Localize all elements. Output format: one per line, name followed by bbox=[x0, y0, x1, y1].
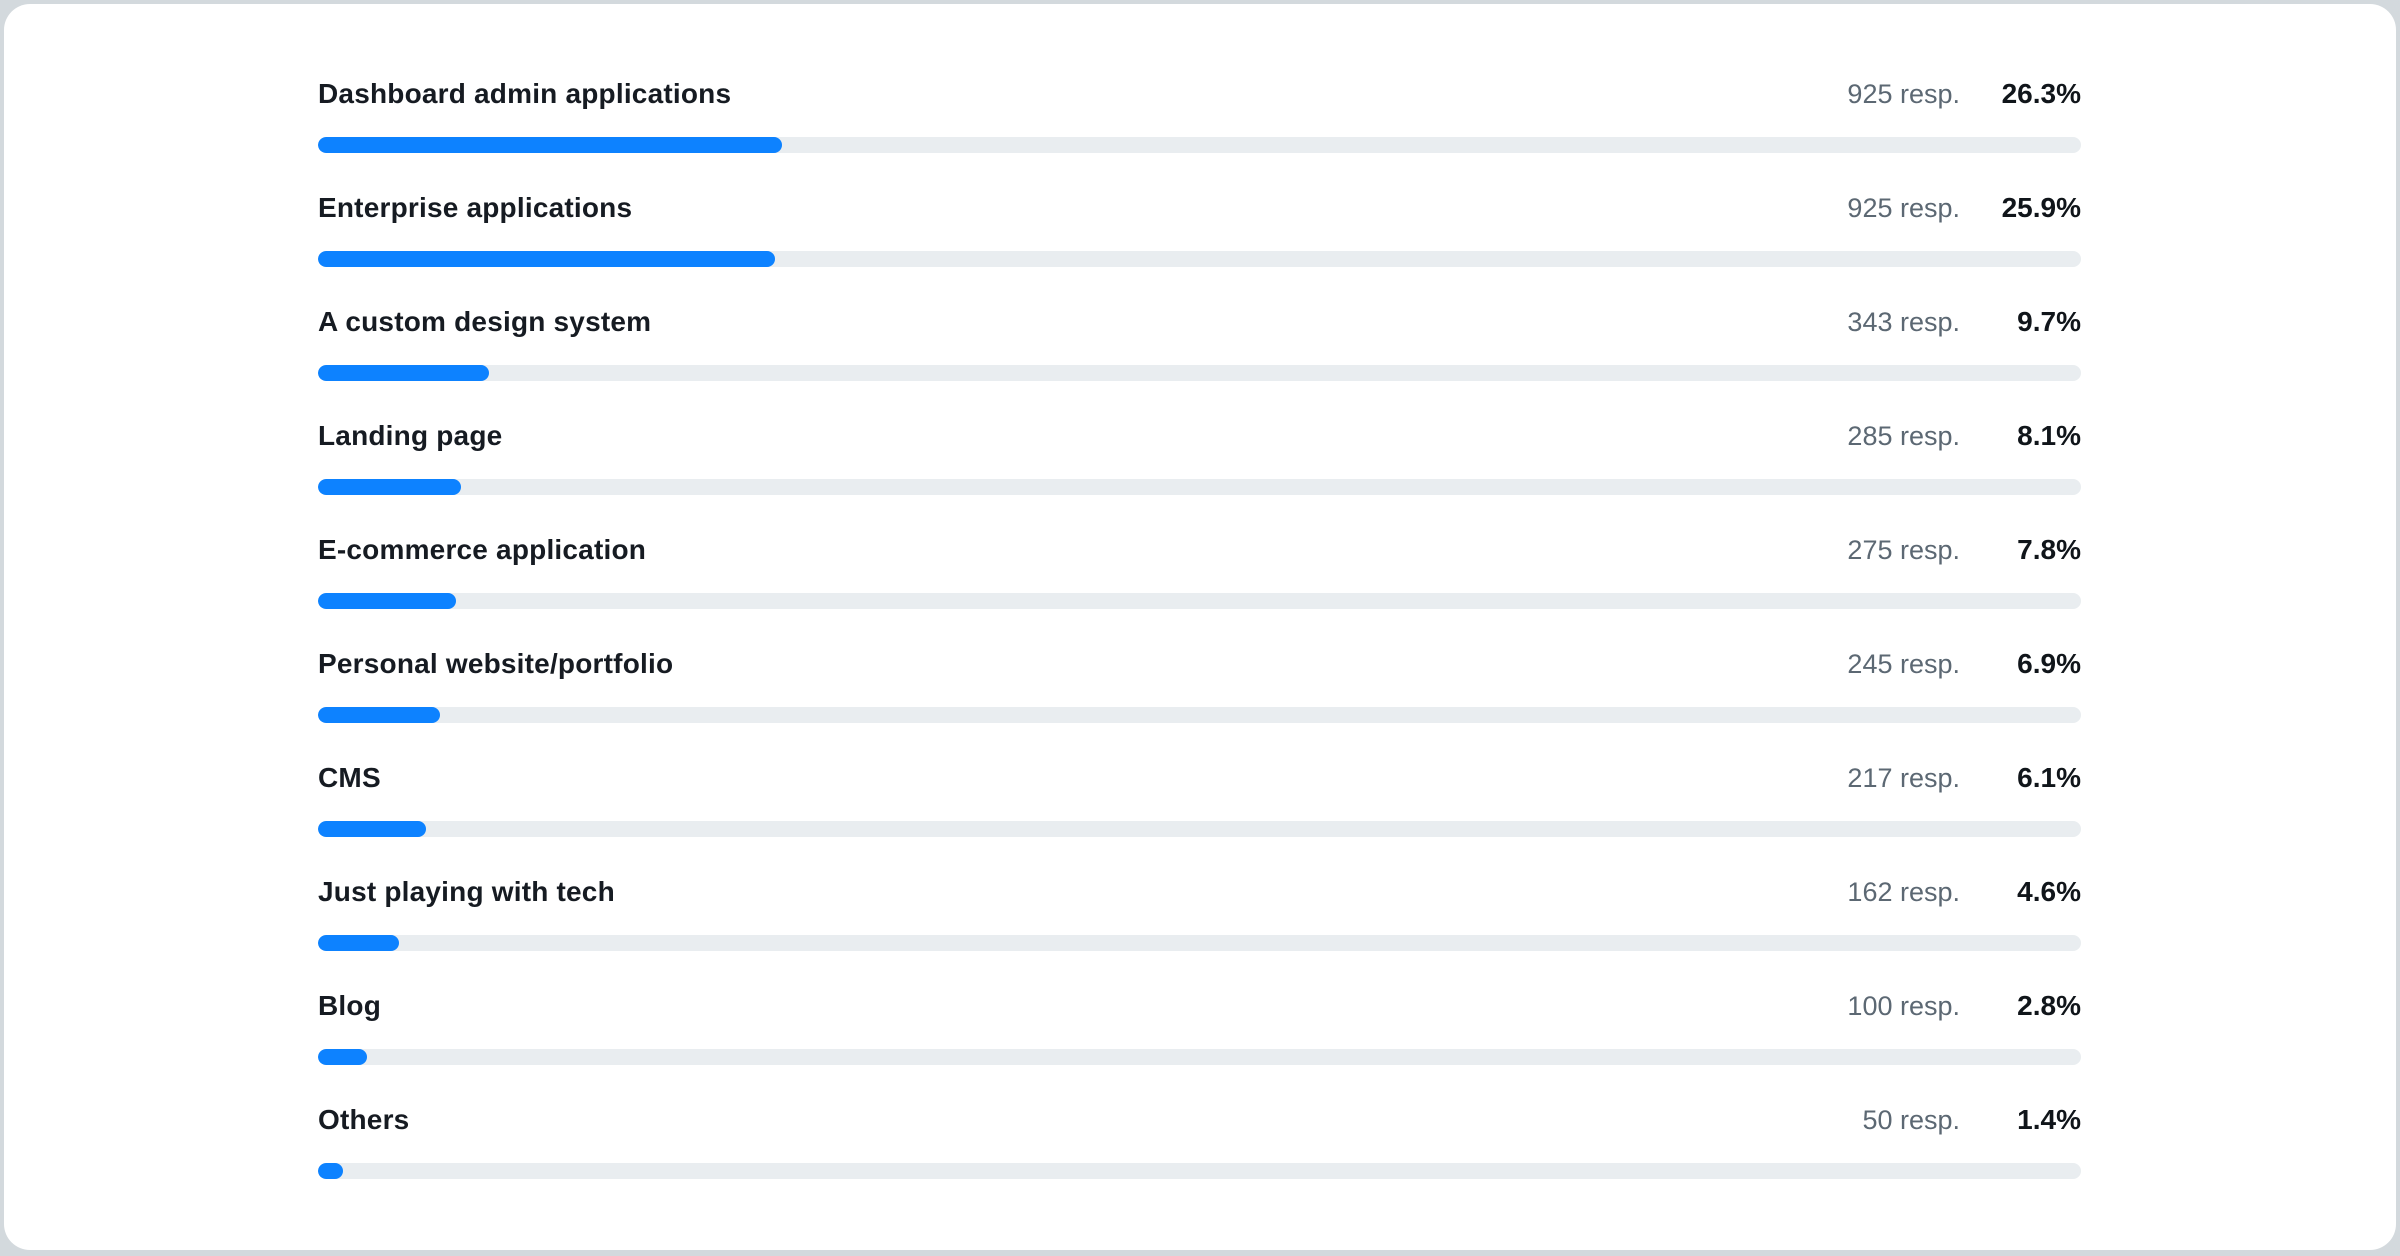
bar-track bbox=[318, 137, 2081, 153]
chart-row: Blog 100 resp. 2.8% bbox=[318, 988, 2081, 1065]
respondent-count: 925 resp. bbox=[1847, 79, 1960, 109]
percent-value: 26.3% bbox=[2001, 78, 2081, 109]
chart-row: Just playing with tech 162 resp. 4.6% bbox=[318, 874, 2081, 951]
category-label: Landing page bbox=[318, 420, 503, 451]
respondent-count: 925 resp. bbox=[1847, 193, 1960, 223]
chart-row-header: Personal website/portfolio 245 resp. 6.9… bbox=[318, 646, 2081, 682]
chart-row: Others 50 resp. 1.4% bbox=[318, 1102, 2081, 1179]
percent-value: 2.8% bbox=[2017, 990, 2081, 1021]
chart-row-header: Enterprise applications 925 resp. 25.9% bbox=[318, 190, 2081, 226]
bar-track bbox=[318, 1163, 2081, 1179]
chart-row-header: CMS 217 resp. 6.1% bbox=[318, 760, 2081, 796]
percent-value: 4.6% bbox=[2017, 876, 2081, 907]
bar-fill bbox=[318, 1163, 343, 1179]
percent-value: 9.7% bbox=[2017, 306, 2081, 337]
respondent-count: 162 resp. bbox=[1847, 877, 1960, 907]
chart-row-header: Landing page 285 resp. 8.1% bbox=[318, 418, 2081, 454]
chart-row: CMS 217 resp. 6.1% bbox=[318, 760, 2081, 837]
category-label: Just playing with tech bbox=[318, 876, 615, 907]
chart-row: Dashboard admin applications 925 resp. 2… bbox=[318, 76, 2081, 153]
category-label: Enterprise applications bbox=[318, 192, 633, 223]
bar-track bbox=[318, 821, 2081, 837]
chart-row-header: E-commerce application 275 resp. 7.8% bbox=[318, 532, 2081, 568]
chart-row-header: Others 50 resp. 1.4% bbox=[318, 1102, 2081, 1138]
bar-track bbox=[318, 479, 2081, 495]
category-label: Blog bbox=[318, 990, 382, 1021]
chart-row-header: Dashboard admin applications 925 resp. 2… bbox=[318, 76, 2081, 112]
bar-fill bbox=[318, 821, 426, 837]
percent-value: 1.4% bbox=[2017, 1104, 2081, 1135]
category-label: CMS bbox=[318, 762, 381, 793]
bar-fill bbox=[318, 593, 456, 609]
bar-track bbox=[318, 593, 2081, 609]
category-label: Dashboard admin applications bbox=[318, 78, 732, 109]
chart-row-header: A custom design system 343 resp. 9.7% bbox=[318, 304, 2081, 340]
chart-row: E-commerce application 275 resp. 7.8% bbox=[318, 532, 2081, 609]
bar-track bbox=[318, 1049, 2081, 1065]
category-label: Personal website/portfolio bbox=[318, 648, 674, 679]
survey-results-card: Dashboard admin applications 925 resp. 2… bbox=[4, 4, 2396, 1250]
percent-value: 7.8% bbox=[2017, 534, 2081, 565]
bar-fill bbox=[318, 935, 400, 951]
percent-value: 8.1% bbox=[2017, 420, 2081, 451]
bar-track bbox=[318, 365, 2081, 381]
chart-row: Enterprise applications 925 resp. 25.9% bbox=[318, 190, 2081, 267]
bar-fill bbox=[318, 365, 489, 381]
category-label: A custom design system bbox=[318, 306, 652, 337]
percent-value: 6.9% bbox=[2017, 648, 2081, 679]
chart-row-header: Just playing with tech 162 resp. 4.6% bbox=[318, 874, 2081, 910]
bar-chart: Dashboard admin applications 925 resp. 2… bbox=[318, 76, 2081, 1179]
chart-row-header: Blog 100 resp. 2.8% bbox=[318, 988, 2081, 1024]
bar-track bbox=[318, 935, 2081, 951]
bar-fill bbox=[318, 137, 782, 153]
bar-fill bbox=[318, 1049, 368, 1065]
bar-track bbox=[318, 707, 2081, 723]
respondent-count: 285 resp. bbox=[1847, 421, 1960, 451]
category-label: E-commerce application bbox=[318, 534, 647, 565]
percent-value: 6.1% bbox=[2017, 762, 2081, 793]
bar-fill bbox=[318, 707, 440, 723]
chart-row: A custom design system 343 resp. 9.7% bbox=[318, 304, 2081, 381]
percent-value: 25.9% bbox=[2001, 192, 2081, 223]
category-label: Others bbox=[318, 1104, 410, 1135]
respondent-count: 275 resp. bbox=[1847, 535, 1960, 565]
bar-track bbox=[318, 251, 2081, 267]
bar-fill bbox=[318, 251, 775, 267]
respondent-count: 217 resp. bbox=[1847, 763, 1960, 793]
respondent-count: 343 resp. bbox=[1847, 307, 1960, 337]
chart-row: Landing page 285 resp. 8.1% bbox=[318, 418, 2081, 495]
respondent-count: 100 resp. bbox=[1847, 991, 1960, 1021]
respondent-count: 245 resp. bbox=[1847, 649, 1960, 679]
bar-fill bbox=[318, 479, 461, 495]
respondent-count: 50 resp. bbox=[1862, 1105, 1960, 1135]
chart-row: Personal website/portfolio 245 resp. 6.9… bbox=[318, 646, 2081, 723]
